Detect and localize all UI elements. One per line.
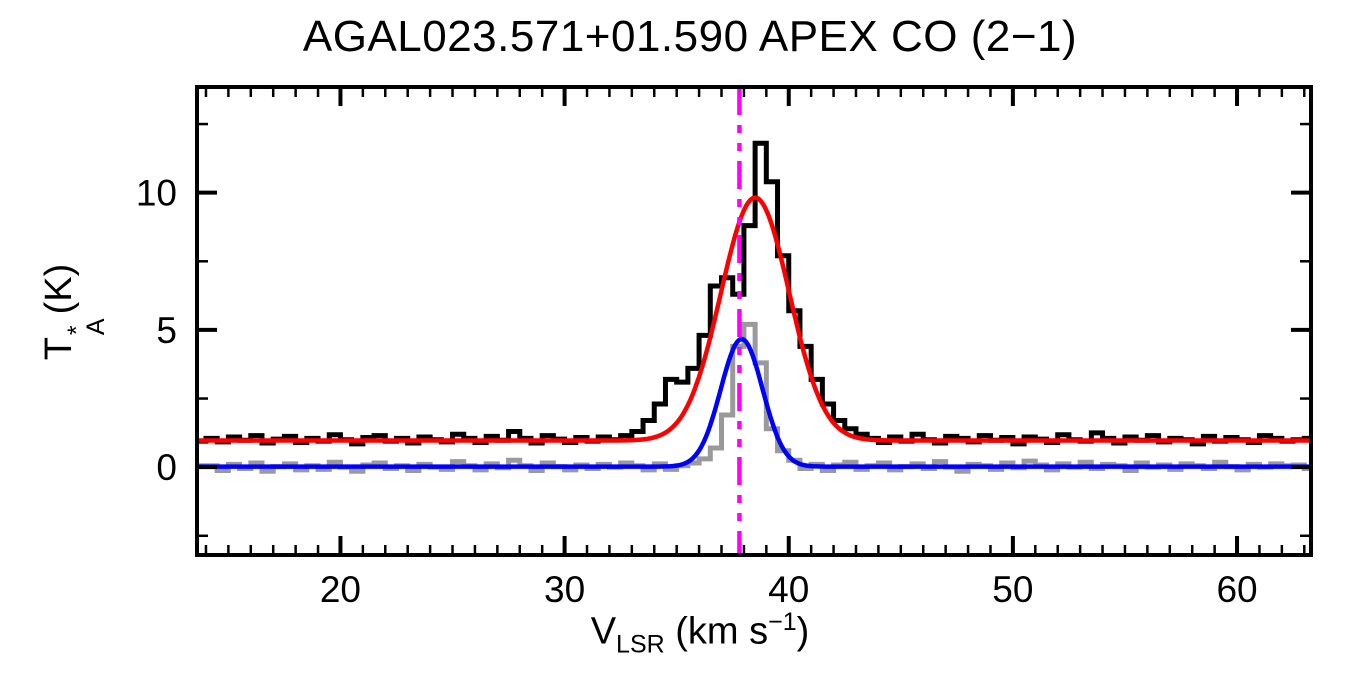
x-axis-unit-exponent: −1 (768, 608, 797, 636)
secondary-spectrum (197, 321, 1311, 474)
y-axis-sub-super: * A (63, 318, 110, 336)
x-tick-label: 30 (544, 569, 585, 610)
x-tick-label: 20 (320, 569, 361, 610)
y-axis-symbol: T (38, 337, 80, 361)
co-2-1-gaussian-fit (197, 195, 1311, 443)
co-2-1-spectrum (197, 140, 1311, 447)
y-axis-label: T * A (K) (38, 263, 110, 361)
y-axis-unit: (K) (38, 263, 80, 315)
x-axis-subscript: LSR (616, 630, 665, 659)
y-axis-subscript: A (82, 318, 110, 336)
secondary-gaussian-fit (197, 336, 1311, 469)
x-axis-unit-prefix: (km s (664, 610, 769, 653)
x-axis-label: VLSR (km s−1) (591, 608, 810, 659)
y-tick-label: 5 (156, 310, 177, 351)
x-tick-label: 60 (1216, 569, 1257, 610)
plot-title: AGAL023.571+01.590 APEX CO (2−1) (302, 12, 1078, 61)
x-axis-unit-suffix: ) (796, 610, 810, 653)
x-tick-label: 40 (768, 569, 809, 610)
y-tick-label: 0 (156, 447, 177, 488)
y-tick-label: 10 (136, 173, 177, 214)
plot-frame (195, 85, 1313, 557)
x-axis-symbol: V (590, 610, 617, 653)
data-layer (197, 87, 1311, 555)
x-tick-label: 50 (992, 569, 1033, 610)
